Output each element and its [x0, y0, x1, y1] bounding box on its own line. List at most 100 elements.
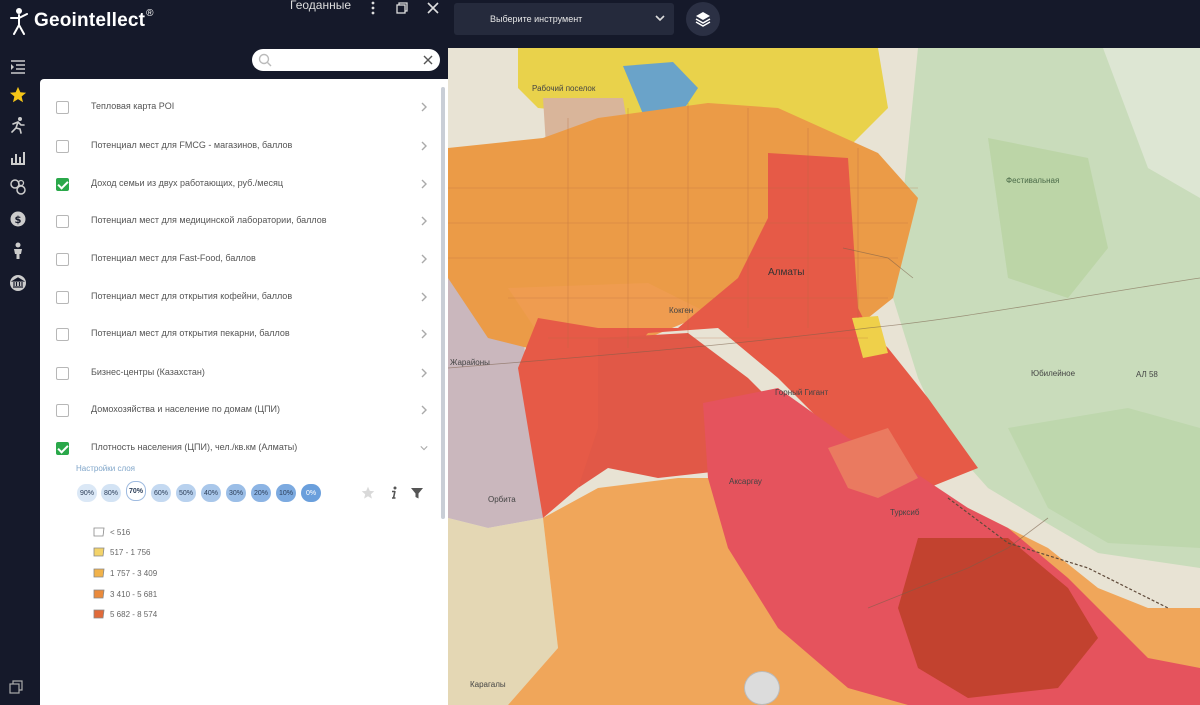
layer-checkbox[interactable]	[56, 404, 69, 417]
analytics-chart-icon[interactable]	[6, 146, 30, 168]
activity-runner-icon[interactable]	[6, 114, 30, 136]
opacity-option[interactable]: 90%	[77, 484, 97, 502]
opacity-option[interactable]: 40%	[201, 484, 221, 502]
place-label: Фестивальная	[1006, 176, 1060, 185]
layer-checkbox[interactable]	[56, 328, 69, 341]
favorites-star-icon[interactable]	[6, 84, 30, 106]
layer-filter-icon[interactable]	[410, 485, 424, 501]
clear-search-icon[interactable]	[422, 53, 434, 67]
map-canvas[interactable]: Рабочий поселок Алматы Кокген Горный Гиг…	[448, 48, 1200, 705]
legend-flag-icon	[93, 527, 105, 537]
legend-label: 517 - 1 756	[110, 547, 151, 557]
place-label: Рабочий поселок	[532, 84, 596, 93]
legend-label: 3 410 - 5 681	[110, 589, 158, 599]
legend-flag-icon	[93, 547, 105, 557]
layer-checkbox[interactable]	[56, 215, 69, 228]
legend-item: 517 - 1 756	[93, 545, 150, 559]
favorite-layer-star-icon[interactable]	[361, 485, 375, 501]
network-circles-icon[interactable]	[6, 176, 30, 198]
layer-checkbox[interactable]	[56, 367, 69, 380]
layer-row[interactable]: Домохозяйства и население по домам (ЦПИ)	[40, 392, 440, 430]
chevron-right-icon[interactable]	[420, 216, 428, 226]
legend-item: 1 757 - 3 409	[93, 566, 157, 580]
layer-label: Потенциал мест для FMCG - магазинов, бал…	[91, 140, 293, 150]
chevron-right-icon[interactable]	[420, 141, 428, 151]
institutions-building-icon[interactable]	[6, 272, 30, 294]
layer-label: Потенциал мест для открытия кофейни, бал…	[91, 291, 293, 301]
finance-coin-icon[interactable]: $	[6, 208, 30, 230]
layer-checkbox[interactable]	[56, 101, 69, 114]
opacity-option[interactable]: 60%	[151, 484, 171, 502]
layer-list-scrollbar[interactable]	[441, 87, 445, 519]
layer-row[interactable]: Потенциал мест для FMCG - магазинов, бал…	[40, 128, 440, 166]
restore-window-icon[interactable]	[393, 0, 411, 16]
layer-checkbox[interactable]	[56, 178, 69, 191]
chevron-right-icon[interactable]	[420, 405, 428, 415]
layer-label: Тепловая карта POI	[91, 101, 175, 111]
layer-checkbox[interactable]	[56, 442, 69, 455]
layer-checkbox[interactable]	[56, 140, 69, 153]
collapse-panel-icon[interactable]	[6, 56, 30, 78]
layer-info-icon[interactable]	[387, 485, 401, 501]
layer-checkbox[interactable]	[56, 291, 69, 304]
layer-settings-link[interactable]: Настройки слоя	[76, 464, 135, 473]
panel-title: Геоданные	[290, 0, 352, 12]
layer-search-input[interactable]	[252, 49, 440, 71]
map-compass-button[interactable]	[744, 671, 780, 705]
chevron-right-icon[interactable]	[420, 329, 428, 339]
icon-rail: $	[0, 48, 38, 705]
opacity-option[interactable]: 80%	[101, 484, 121, 502]
close-icon[interactable]	[424, 0, 442, 16]
legend-flag-icon	[93, 589, 105, 599]
opacity-option[interactable]: 30%	[226, 484, 246, 502]
layer-row[interactable]: Потенциал мест для Fast-Food, баллов	[40, 241, 440, 279]
more-menu-icon[interactable]	[364, 0, 382, 16]
opacity-option[interactable]: 0%	[301, 484, 321, 502]
logo-wordmark: Geointellect	[34, 10, 146, 31]
layer-row[interactable]: Тепловая карта POI	[40, 89, 440, 127]
window-mode-icon[interactable]	[9, 680, 23, 694]
legend-label: 5 682 - 8 574	[110, 609, 158, 619]
demography-person-icon[interactable]	[6, 240, 30, 262]
chevron-right-icon[interactable]	[420, 368, 428, 378]
logo[interactable]: Geointellect ®	[8, 6, 154, 36]
layer-label: Бизнес-центры (Казахстан)	[91, 367, 205, 377]
layer-label: Потенциал мест для медицинской лаборатор…	[91, 215, 327, 225]
place-label: АЛ 58	[1136, 370, 1158, 379]
place-label: Юбилейное	[1031, 369, 1076, 378]
chevron-right-icon[interactable]	[420, 292, 428, 302]
layer-label: Плотность населения (ЦПИ), чел./кв.км (А…	[91, 442, 298, 452]
layer-row[interactable]: Потенциал мест для открытия кофейни, бал…	[40, 279, 440, 317]
opacity-option[interactable]: 10%	[276, 484, 296, 502]
tool-select-value: Выберите инструмент	[490, 14, 583, 24]
place-label: Алматы	[768, 267, 805, 278]
opacity-option[interactable]: 50%	[176, 484, 196, 502]
layer-row-expanded[interactable]: Плотность населения (ЦПИ), чел./кв.км (А…	[40, 430, 440, 468]
chevron-right-icon[interactable]	[420, 102, 428, 112]
legend-item: 5 682 - 8 574	[93, 607, 157, 621]
chevron-right-icon[interactable]	[420, 179, 428, 189]
logo-figure-icon	[10, 8, 28, 35]
place-label: Аксаргау	[729, 477, 762, 486]
chevron-right-icon[interactable]	[420, 254, 428, 264]
tool-select[interactable]: Выберите инструмент	[454, 3, 674, 35]
legend-label: 1 757 - 3 409	[110, 568, 158, 578]
opacity-option[interactable]: 20%	[251, 484, 271, 502]
place-label: Турксиб	[890, 508, 920, 517]
chevron-down-icon	[655, 15, 665, 22]
svg-text:$: $	[15, 215, 22, 226]
legend-item: < 516	[93, 525, 130, 539]
search-icon	[258, 53, 272, 67]
layer-row[interactable]: Доход семьи из двух работающих, руб./мес…	[40, 166, 440, 204]
layer-checkbox[interactable]	[56, 253, 69, 266]
layer-label: Потенциал мест для открытия пекарни, бал…	[91, 328, 290, 338]
layer-row[interactable]: Бизнес-центры (Казахстан)	[40, 355, 440, 393]
map-layers-button[interactable]	[686, 2, 720, 36]
layer-label: Доход семьи из двух работающих, руб./мес…	[91, 178, 284, 188]
layer-row[interactable]: Потенциал мест для открытия пекарни, бал…	[40, 316, 440, 354]
layer-row[interactable]: Потенциал мест для медицинской лаборатор…	[40, 203, 440, 241]
opacity-option-selected[interactable]: 70%	[126, 481, 146, 501]
logo-registered-mark: ®	[146, 8, 154, 19]
chevron-down-icon[interactable]	[420, 443, 428, 453]
legend-flag-icon	[93, 568, 105, 578]
